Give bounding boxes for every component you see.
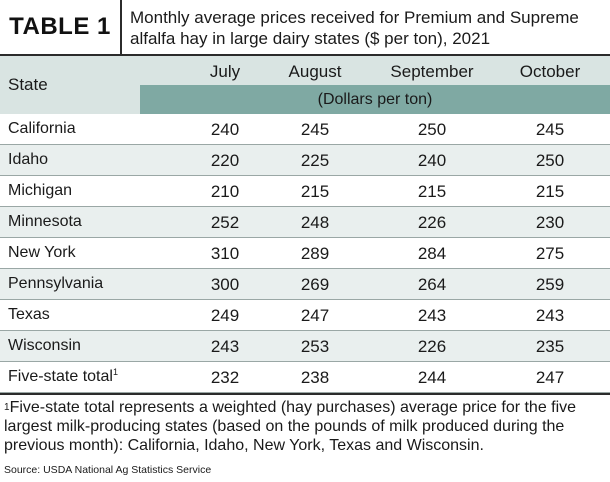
row-state-label: Texas xyxy=(8,306,50,324)
price-cell: 226 xyxy=(417,213,447,232)
row-state-label: New York xyxy=(8,244,76,262)
price-cell: 215 xyxy=(535,182,565,201)
price-cell: 243 xyxy=(535,306,565,325)
price-cell: 245 xyxy=(535,120,565,139)
price-cell: 225 xyxy=(300,151,330,170)
price-cell: 240 xyxy=(210,120,240,139)
price-cell: 244 xyxy=(417,368,447,387)
table-row: Five-state total1 232 238 244 247 xyxy=(0,362,610,393)
column-header-july: July xyxy=(209,62,241,81)
price-cell: 235 xyxy=(535,337,565,356)
row-state-label: Pennsylvania xyxy=(8,275,103,293)
state-name: Idaho xyxy=(8,151,49,168)
table-bottom-rule xyxy=(0,393,610,395)
column-header-state: State xyxy=(0,56,140,114)
row-state-label: California xyxy=(8,120,76,138)
price-cell: 310 xyxy=(210,244,240,263)
price-cell: 245 xyxy=(300,120,330,139)
footnote: 1Five-state total represents a weighted … xyxy=(4,398,608,455)
price-cell: 243 xyxy=(417,306,447,325)
row-state-label: Wisconsin xyxy=(8,337,81,355)
state-name: New York xyxy=(8,244,76,261)
table-row: New York 310 289 284 275 xyxy=(0,238,610,269)
price-cell: 247 xyxy=(300,306,330,325)
state-name: Five-state total xyxy=(8,368,113,385)
footnote-mark: 1 xyxy=(4,402,10,413)
price-cell: 250 xyxy=(417,120,447,139)
price-cell: 275 xyxy=(535,244,565,263)
source-note: Source: USDA National Ag Statistics Serv… xyxy=(4,464,212,476)
table-row: California 240 245 250 245 xyxy=(0,114,610,145)
row-state-label: Idaho xyxy=(8,151,48,169)
price-cell: 220 xyxy=(210,151,240,170)
price-cell: 215 xyxy=(417,182,447,201)
column-header-august: August xyxy=(288,62,342,81)
column-header-october: October xyxy=(519,62,581,81)
table-row: Pennsylvania 300 269 264 259 xyxy=(0,269,610,300)
unit-header: (Dollars per ton) xyxy=(140,85,610,114)
table-title: Monthly average prices received for Prem… xyxy=(130,8,579,48)
price-cell: 240 xyxy=(417,151,447,170)
price-cell: 249 xyxy=(210,306,240,325)
price-cell: 247 xyxy=(535,368,565,387)
month-header-band: July August September October xyxy=(140,56,610,85)
price-cell: 238 xyxy=(300,368,330,387)
price-cell: 259 xyxy=(535,275,565,294)
table-row: Michigan 210 215 215 215 xyxy=(0,176,610,207)
price-cell: 215 xyxy=(300,182,330,201)
price-cell: 232 xyxy=(210,368,240,387)
state-name: Minnesota xyxy=(8,213,82,230)
price-cell: 243 xyxy=(210,337,240,356)
state-name: Texas xyxy=(8,306,50,323)
row-footnote-mark: 1 xyxy=(112,367,118,377)
table-row: Texas 249 247 243 243 xyxy=(0,300,610,331)
price-cell: 284 xyxy=(417,244,447,263)
price-cell: 248 xyxy=(300,213,330,232)
table-row: Idaho 220 225 240 250 xyxy=(0,145,610,176)
price-cell: 252 xyxy=(210,213,240,232)
price-cell: 230 xyxy=(535,213,565,232)
table-row: Minnesota 252 248 226 230 xyxy=(0,207,610,238)
table-row: Wisconsin 243 253 226 235 xyxy=(0,331,610,362)
price-cell: 226 xyxy=(417,337,447,356)
table-body: California 240 245 250 245 Idaho 220 225 240 250 M… xyxy=(0,114,610,393)
state-name: California xyxy=(8,120,76,137)
row-state-label: Five-state total1 xyxy=(8,367,118,386)
footnote-text: Five-state total represents a weighted (… xyxy=(4,399,577,454)
table-header: TABLE 1 Monthly average prices received … xyxy=(0,0,610,56)
state-name: Pennsylvania xyxy=(8,275,104,292)
price-cell: 250 xyxy=(535,151,565,170)
price-cell: 300 xyxy=(210,275,240,294)
column-headers: State July August September October (Dol… xyxy=(0,56,610,114)
state-name: Wisconsin xyxy=(8,337,81,354)
table-label: TABLE 1 xyxy=(0,0,122,54)
price-cell: 264 xyxy=(417,275,447,294)
price-cell: 269 xyxy=(300,275,330,294)
row-state-label: Minnesota xyxy=(8,213,82,231)
column-header-september: September xyxy=(390,62,474,81)
row-state-label: Michigan xyxy=(8,182,72,200)
state-name: Michigan xyxy=(8,182,73,199)
price-cell: 210 xyxy=(210,182,240,201)
price-cell: 253 xyxy=(300,337,330,356)
price-cell: 289 xyxy=(300,244,330,263)
